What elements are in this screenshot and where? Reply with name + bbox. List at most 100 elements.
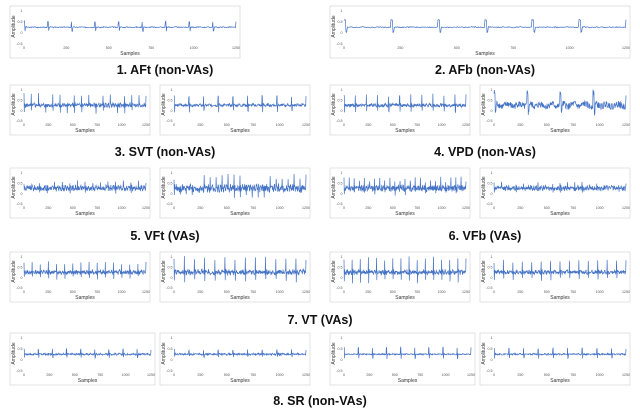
x-axis-label: Samples <box>75 295 95 301</box>
x-tick-label: 750 <box>250 123 256 127</box>
ecg-trace-line <box>23 92 147 114</box>
x-tick-label: 500 <box>224 290 230 294</box>
x-tick-label: 250 <box>517 206 523 210</box>
y-tick-label: -0.5 <box>336 42 342 46</box>
x-tick-label: 500 <box>224 206 230 210</box>
x-tick-label: 0 <box>173 206 175 210</box>
y-tick-label: 0.5 <box>18 99 23 103</box>
x-tick-label: 750 <box>250 206 256 210</box>
y-axis-label: Amplitude <box>481 260 487 282</box>
x-tick-label: 250 <box>365 206 371 210</box>
y-tick-label: -0.5 <box>336 119 342 123</box>
y-tick-label: 0 <box>341 192 343 196</box>
y-tick-label: 1 <box>341 88 343 92</box>
x-tick-label: 500 <box>544 206 550 210</box>
ecg-trace-line <box>343 93 467 114</box>
ecg-trace-line <box>23 19 237 32</box>
x-tick-label: 1250 <box>462 206 470 210</box>
panel-frame <box>479 251 631 303</box>
x-tick-label: 500 <box>544 123 550 127</box>
y-axis-label: Amplitude <box>11 15 17 37</box>
y-tick-label: 0 <box>171 358 173 362</box>
y-tick-label: 1 <box>21 255 23 259</box>
x-axis-label: Samples <box>550 211 570 217</box>
y-tick-label: 0.5 <box>168 347 173 351</box>
y-tick-label: -0.5 <box>486 286 492 290</box>
y-tick-label: -0.5 <box>486 369 492 373</box>
y-axis-label: Amplitude <box>161 176 167 198</box>
y-tick-label: -0.5 <box>16 202 22 206</box>
y-axis-label: Amplitude <box>11 260 17 282</box>
x-tick-label: 1250 <box>142 123 150 127</box>
x-tick-label: 1000 <box>276 290 284 294</box>
y-tick-label: 0.5 <box>488 182 493 186</box>
x-tick-label: 1250 <box>622 373 630 377</box>
x-tick-label: 250 <box>517 373 523 377</box>
y-tick-label: 1 <box>171 171 173 175</box>
x-tick-label: 250 <box>45 206 51 210</box>
x-tick-label: 0 <box>343 46 345 50</box>
y-tick-label: 1 <box>341 171 343 175</box>
x-tick-label: 0 <box>173 123 175 127</box>
x-axis-label: Samples <box>230 295 250 301</box>
y-axis-label: Amplitude <box>11 93 17 115</box>
y-tick-label: 0.5 <box>338 20 343 24</box>
y-tick-label: -0.5 <box>166 202 172 206</box>
x-tick-label: 0 <box>343 123 345 127</box>
x-tick-label: 500 <box>544 290 550 294</box>
x-axis-label: Samples <box>75 211 95 217</box>
x-tick-label: 250 <box>366 373 372 377</box>
x-tick-label: 500 <box>454 46 460 50</box>
x-tick-label: 0 <box>173 373 175 377</box>
caption-aft: 1. AFt (non-VAs) <box>117 63 214 77</box>
x-axis-label: Samples <box>230 211 250 217</box>
y-tick-label: 0.5 <box>338 266 343 270</box>
x-tick-label: 250 <box>197 123 203 127</box>
y-tick-label: 0 <box>21 31 23 35</box>
x-tick-label: 500 <box>70 206 76 210</box>
panel-frame <box>329 84 471 136</box>
ecg-trace-line <box>173 173 307 198</box>
x-tick-label: 1000 <box>276 123 284 127</box>
ecg-trace-line <box>173 348 307 359</box>
y-tick-label: -0.5 <box>336 286 342 290</box>
y-tick-label: -0.5 <box>16 42 22 46</box>
x-tick-label: 500 <box>224 123 230 127</box>
y-tick-label: 0.5 <box>18 20 23 24</box>
y-tick-label: 0 <box>491 109 493 113</box>
x-tick-label: 0 <box>173 290 175 294</box>
x-tick-label: 1250 <box>142 290 150 294</box>
caption-vfb: 6. VFb (VAs) <box>449 229 522 243</box>
x-tick-label: 500 <box>224 373 230 377</box>
y-tick-label: 1 <box>21 171 23 175</box>
y-tick-label: -0.5 <box>16 286 22 290</box>
panel-frame <box>479 167 631 219</box>
y-tick-label: 0.5 <box>488 99 493 103</box>
x-tick-label: 500 <box>70 290 76 294</box>
x-tick-label: 250 <box>46 373 52 377</box>
y-axis-label: Amplitude <box>331 342 337 364</box>
y-axis-label: Amplitude <box>161 93 167 115</box>
y-tick-label: 0 <box>21 192 23 196</box>
ecg-trace-line <box>343 346 472 360</box>
x-tick-label: 0 <box>343 206 345 210</box>
panel-frame <box>159 84 311 136</box>
caption-vt: 7. VT (VAs) <box>287 313 352 327</box>
y-tick-label: -0.5 <box>16 369 22 373</box>
x-tick-label: 250 <box>197 206 203 210</box>
x-axis-label: Samples <box>230 378 250 384</box>
y-tick-label: 0 <box>341 358 343 362</box>
y-tick-label: 0.5 <box>488 266 493 270</box>
y-tick-label: 0 <box>171 276 173 280</box>
panel-frame <box>329 332 476 386</box>
x-tick-label: 250 <box>45 290 51 294</box>
y-tick-label: -0.5 <box>16 119 22 123</box>
x-tick-label: 250 <box>397 46 403 50</box>
y-tick-label: 1 <box>341 336 343 340</box>
